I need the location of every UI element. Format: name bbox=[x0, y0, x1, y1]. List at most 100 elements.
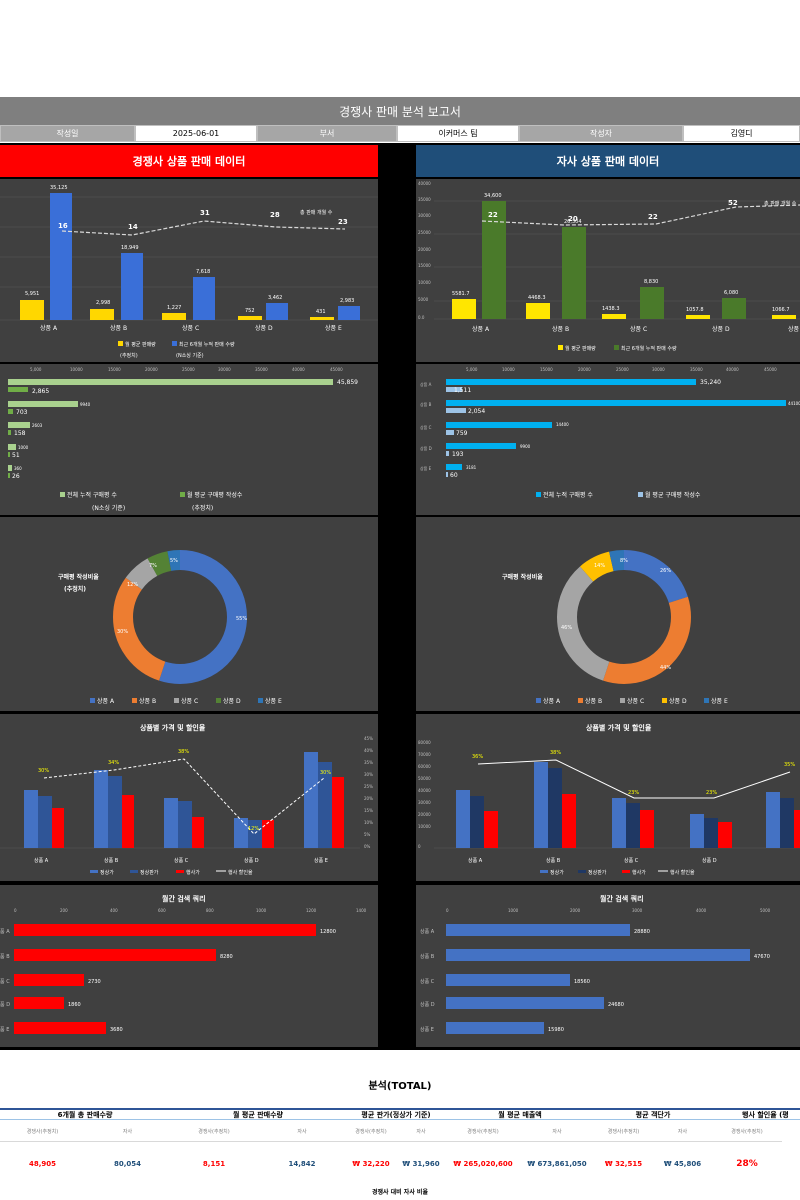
bar-competitor-cum-b bbox=[121, 253, 143, 320]
svg-text:상품 E: 상품 E bbox=[420, 1026, 434, 1033]
summary-col-discount: 행사 할인율 (평 bbox=[712, 1108, 800, 1120]
summary-col-monthly-avg: 월 평균 판매수량 bbox=[170, 1108, 346, 1120]
svg-text:1400: 1400 bbox=[356, 908, 367, 913]
bar-competitor-cum-c bbox=[193, 277, 215, 320]
svg-text:상품 D: 상품 D bbox=[255, 324, 273, 332]
bar-competitor-avg-b bbox=[90, 309, 114, 320]
svg-text:35000: 35000 bbox=[255, 367, 268, 372]
svg-text:상품 B: 상품 B bbox=[139, 697, 156, 705]
svg-text:10000: 10000 bbox=[418, 280, 431, 285]
svg-text:26,304: 26,304 bbox=[564, 219, 582, 225]
svg-text:상품 A: 상품 A bbox=[420, 381, 432, 387]
svg-text:2,054: 2,054 bbox=[468, 408, 485, 415]
svg-text:상품 D: 상품 D bbox=[420, 445, 432, 451]
svg-text:34,600: 34,600 bbox=[484, 193, 502, 199]
mine-ratio-line bbox=[481, 204, 800, 226]
svg-text:월간 검색 쿼리: 월간 검색 쿼리 bbox=[162, 894, 206, 903]
svg-text:703: 703 bbox=[16, 409, 28, 416]
info-value-date[interactable]: 2025-06-01 bbox=[135, 125, 257, 142]
svg-text:상품 D: 상품 D bbox=[223, 697, 241, 705]
info-row: 작성일 2025-06-01 부서 이커머스 팀 작성자 김영디 bbox=[0, 125, 800, 143]
summary-footer: 경쟁사 대비 자사 비율 bbox=[372, 1189, 428, 1196]
svg-text:15%: 15% bbox=[364, 808, 373, 813]
svg-text:45%: 45% bbox=[364, 736, 373, 741]
svg-text:36%: 36% bbox=[472, 754, 483, 760]
svg-text:200: 200 bbox=[60, 908, 68, 913]
bar-competitor-cum-e bbox=[338, 306, 360, 320]
value-6m-total-mine: 80,054 bbox=[113, 1160, 141, 1168]
svg-text:상품 B: 상품 B bbox=[420, 401, 432, 407]
svg-text:20: 20 bbox=[568, 215, 578, 223]
svg-text:(추정치): (추정치) bbox=[64, 585, 86, 593]
svg-text:22: 22 bbox=[648, 213, 658, 221]
svg-text:전체 누적 구매평 수: 전체 누적 구매평 수 bbox=[543, 491, 593, 499]
svg-text:상품 A: 상품 A bbox=[97, 697, 115, 705]
svg-text:행사가: 행사가 bbox=[632, 869, 646, 876]
svg-text:800: 800 bbox=[206, 908, 214, 913]
svg-text:47670: 47670 bbox=[754, 954, 770, 960]
svg-text:상품 D: 상품 D bbox=[244, 857, 259, 864]
svg-text:30000: 30000 bbox=[218, 367, 231, 372]
svg-text:14%: 14% bbox=[594, 563, 605, 569]
bar-competitor-avg-a bbox=[20, 300, 44, 320]
svg-text:28: 28 bbox=[270, 211, 280, 219]
svg-text:44%: 44% bbox=[660, 665, 671, 671]
value-6m-total-competitor: 48,905 bbox=[28, 1160, 56, 1168]
svg-text:38%: 38% bbox=[178, 749, 189, 755]
info-value-dept[interactable]: 이커머스 팀 bbox=[397, 125, 519, 142]
svg-text:25%: 25% bbox=[364, 784, 373, 789]
sub-competitor: 경쟁사(추정치) bbox=[0, 1122, 85, 1142]
summary-col-monthly-revenue: 월 평균 매출액 bbox=[446, 1108, 594, 1120]
svg-text:7,618: 7,618 bbox=[196, 269, 210, 275]
svg-text:행사가: 행사가 bbox=[186, 869, 200, 876]
svg-text:12%: 12% bbox=[127, 582, 138, 588]
bar-competitor-avg-d bbox=[238, 316, 262, 320]
mine-review-chart: 5,000 10000 15000 20000 25000 30000 35000 400… bbox=[416, 364, 800, 515]
svg-text:상품 B: 상품 B bbox=[546, 857, 561, 864]
info-value-author[interactable]: 김영디 bbox=[683, 125, 800, 142]
svg-text:상품 B: 상품 B bbox=[110, 324, 127, 332]
svg-text:8280: 8280 bbox=[220, 954, 233, 960]
svg-text:35%: 35% bbox=[364, 760, 373, 765]
svg-text:23%: 23% bbox=[706, 790, 717, 796]
svg-text:400: 400 bbox=[110, 908, 118, 913]
svg-text:25000: 25000 bbox=[616, 367, 629, 372]
value-avg-price-competitor: ₩ 32,220 bbox=[352, 1160, 390, 1168]
svg-text:9940: 9940 bbox=[80, 402, 91, 407]
svg-text:0%: 0% bbox=[364, 844, 371, 849]
svg-text:1057.8: 1057.8 bbox=[686, 307, 704, 313]
svg-text:(추정치): (추정치) bbox=[192, 504, 213, 512]
svg-text:10000: 10000 bbox=[70, 367, 83, 372]
svg-text:35,240: 35,240 bbox=[700, 379, 721, 386]
svg-text:총 판매 개월 수: 총 판매 개월 수 bbox=[300, 209, 333, 216]
svg-text:18560: 18560 bbox=[574, 979, 590, 985]
svg-text:상품별 가격 및 할인율: 상품별 가격 및 할인율 bbox=[140, 723, 206, 732]
svg-text:30000: 30000 bbox=[418, 800, 431, 805]
svg-text:80000: 80000 bbox=[418, 740, 431, 745]
svg-text:51: 51 bbox=[12, 452, 20, 459]
svg-text:23: 23 bbox=[338, 218, 348, 226]
competitor-ratio-line bbox=[61, 220, 346, 236]
svg-text:600: 600 bbox=[158, 908, 166, 913]
svg-text:상품 D: 상품 D bbox=[420, 1001, 435, 1008]
value-monthly-revenue-competitor: ₩ 265,020,600 bbox=[453, 1160, 513, 1168]
svg-text:40000: 40000 bbox=[726, 367, 739, 372]
svg-text:상품 C: 상품 C bbox=[181, 697, 198, 705]
svg-text:월 평균 판매량: 월 평균 판매량 bbox=[125, 341, 156, 348]
svg-text:5581.7: 5581.7 bbox=[452, 291, 470, 297]
svg-text:2730: 2730 bbox=[88, 979, 101, 985]
mine-header: 자사 상품 판매 데이터 bbox=[416, 145, 800, 177]
svg-text:1,227: 1,227 bbox=[167, 305, 181, 311]
value-monthly-avg-mine: 14,842 bbox=[288, 1160, 316, 1168]
svg-text:3181: 3181 bbox=[466, 465, 477, 470]
value-monthly-avg-competitor: 8,151 bbox=[202, 1160, 226, 1168]
svg-text:1,511: 1,511 bbox=[454, 387, 471, 394]
svg-text:1860: 1860 bbox=[68, 1002, 81, 1008]
svg-text:9900: 9900 bbox=[520, 444, 531, 449]
svg-text:2000: 2000 bbox=[570, 908, 581, 913]
svg-text:7%: 7% bbox=[149, 563, 157, 569]
svg-text:상품 A: 상품 A bbox=[472, 325, 490, 333]
sub-mine: 자사 bbox=[653, 1122, 712, 1142]
value-discount-competitor: 28% bbox=[736, 1159, 758, 1169]
competitor-header: 경쟁사 상품 판매 데이터 bbox=[0, 145, 378, 177]
